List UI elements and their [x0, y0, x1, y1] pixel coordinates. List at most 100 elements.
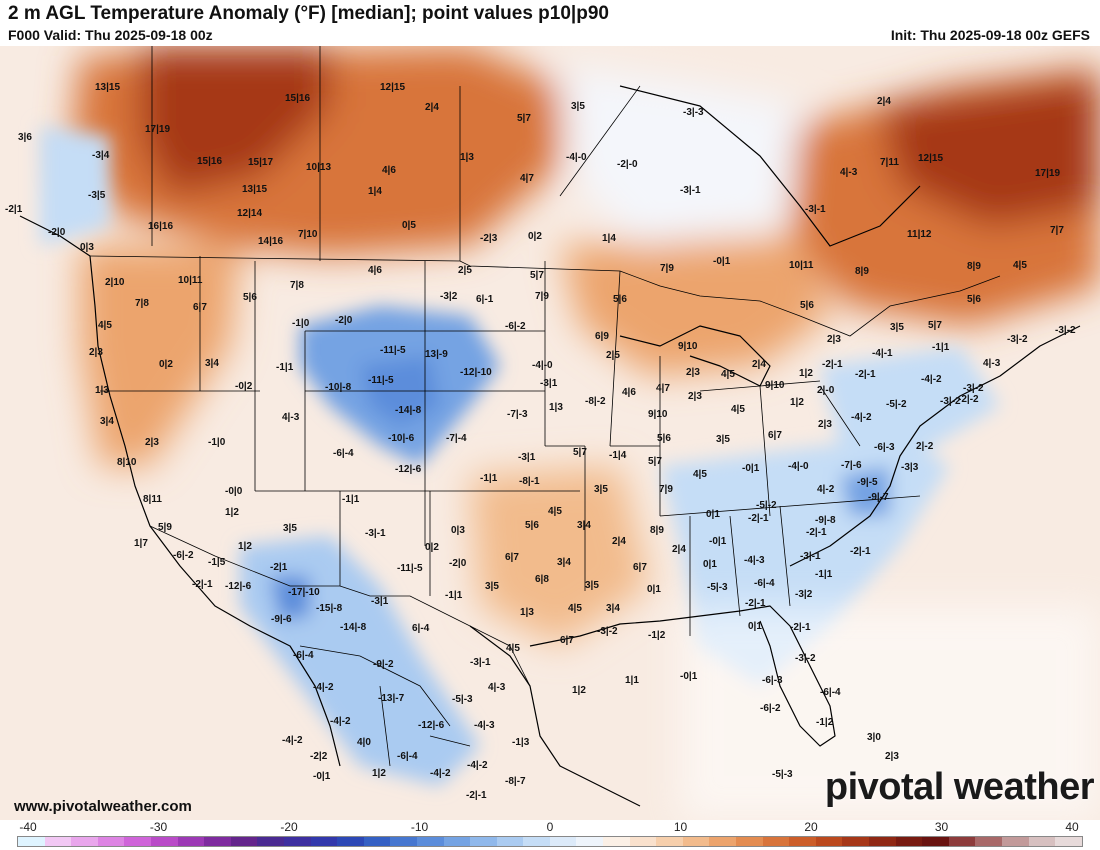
point-value: 1|4	[368, 186, 382, 197]
colorbar-swatch	[895, 837, 923, 846]
point-value: -9|-2	[373, 659, 394, 670]
point-value: 3|4	[100, 416, 114, 427]
point-value: 4|5	[98, 320, 112, 331]
point-value: 3|0	[867, 732, 881, 743]
strong-cool-anomaly-carolinas	[840, 466, 890, 516]
point-value: 1|2	[572, 685, 586, 696]
point-value: -2|-1	[192, 579, 213, 590]
point-value: 3|5	[571, 101, 585, 112]
point-value: 3|4	[205, 358, 219, 369]
point-value: 16|16	[148, 221, 173, 232]
point-value: -1|2	[816, 717, 834, 728]
point-value: 3|5	[716, 434, 730, 445]
point-value: 7|9	[659, 484, 673, 495]
colorbar-swatch	[1055, 837, 1082, 846]
point-value: -0|1	[313, 771, 331, 782]
colorbar-swatch	[762, 837, 790, 846]
point-value: -1|3	[512, 737, 530, 748]
point-value: 1|7	[134, 538, 148, 549]
colorbar-tick-label: 20	[804, 820, 818, 834]
point-value: 0|1	[647, 584, 661, 595]
pacific-coastline	[19, 215, 341, 767]
point-value: -2|-1	[822, 359, 843, 370]
point-value: 0|2	[425, 542, 439, 553]
anomaly-map[interactable]: 13|15 3|6 -3|4 17|19 15|16 15|17 15|16 12|15 10|…	[0, 46, 1100, 820]
colorbar-tick-label: 30	[934, 820, 949, 834]
point-value: -2|-1	[790, 622, 811, 633]
point-value: -11|-5	[380, 345, 406, 356]
point-value: 12|15	[918, 153, 943, 164]
website-label[interactable]: www.pivotalweather.com	[14, 798, 192, 815]
point-value: -1|0	[208, 437, 226, 448]
point-value: -3|-2	[963, 383, 984, 394]
point-value: 4|5	[731, 404, 745, 415]
colorbar-swatch	[629, 837, 657, 846]
point-value: -12|-6	[395, 464, 422, 475]
point-value: -6|-4	[397, 751, 418, 762]
point-value: 5|9	[158, 522, 172, 533]
point-value: 2|3	[818, 419, 832, 430]
political-borders	[89, 46, 1001, 767]
point-value: 5|7	[573, 447, 587, 458]
point-value: -3|1	[540, 378, 558, 389]
point-value: -3|-2	[940, 396, 961, 407]
point-value: -6|-4	[754, 578, 775, 589]
point-value: -9|-7	[868, 492, 889, 503]
point-value: -4|-3	[474, 720, 495, 731]
point-value: 2|3	[688, 391, 702, 402]
point-value: 4|7	[520, 173, 534, 184]
point-value: 9|10	[678, 341, 698, 352]
point-value: 2|3	[827, 334, 841, 345]
point-value: -12|-6	[418, 720, 445, 731]
point-value: 17|19	[1035, 168, 1060, 179]
point-value: -8|-7	[505, 776, 526, 787]
colorbar-swatch	[603, 837, 630, 846]
colorbar-swatch	[736, 837, 763, 846]
point-value: 1|2	[238, 541, 252, 552]
point-value: 15|16	[285, 93, 310, 104]
colorbar-swatch	[283, 837, 311, 846]
gulf-mexico-coastline	[469, 625, 641, 807]
point-value: 7|11	[880, 157, 899, 168]
colorbar-swatch	[523, 837, 550, 846]
point-value: -6|-3	[874, 442, 895, 453]
point-value: 1|2	[790, 397, 804, 408]
point-value: -4|-2	[330, 716, 351, 727]
init-time: Init: Thu 2025-09-18 00z GEFS	[890, 27, 1090, 43]
point-value: -2|0	[449, 558, 467, 569]
colorbar-swatch	[124, 837, 151, 846]
point-value: 5|7	[517, 113, 531, 124]
colorbar-tick-label: 40	[1065, 820, 1079, 834]
colorbar-swatch	[71, 837, 98, 846]
point-value: -11|-5	[368, 375, 394, 386]
point-value: 10|13	[306, 162, 331, 173]
colorbar-swatch	[204, 837, 231, 846]
point-value: 15|17	[248, 157, 273, 168]
point-value: 0|5	[402, 220, 416, 231]
point-value: -4|-0	[566, 152, 587, 163]
point-value: 6|8	[535, 574, 549, 585]
point-value: -2|-1	[850, 546, 871, 557]
point-value: 3|4	[557, 557, 571, 568]
point-value: 12|15	[380, 82, 405, 93]
point-value: 0|3	[451, 525, 465, 536]
point-value: 5|6	[243, 292, 257, 303]
great-lakes-outline	[619, 325, 771, 387]
brand-watermark: pivotal weather	[824, 766, 1095, 808]
point-value: -2|3	[480, 233, 498, 244]
point-value: 1|2	[225, 507, 239, 518]
point-value: 3|5	[585, 580, 599, 591]
colorbar-swatch	[257, 837, 284, 846]
point-value: 3|6	[18, 132, 32, 143]
point-value: 2|4	[752, 359, 766, 370]
warm-anomaly-southern-plains	[470, 466, 650, 646]
colorbar-swatch	[470, 837, 497, 846]
point-value: 4|6	[368, 265, 382, 276]
point-value: 4|-3	[840, 167, 858, 178]
point-value: 4|5	[568, 603, 582, 614]
point-value: 3|4	[577, 520, 591, 531]
point-value: -1|4	[609, 450, 627, 461]
point-value: 1|1	[625, 675, 639, 686]
point-value: 4|0	[357, 737, 371, 748]
colorbar-tick-label: -10	[410, 820, 429, 834]
